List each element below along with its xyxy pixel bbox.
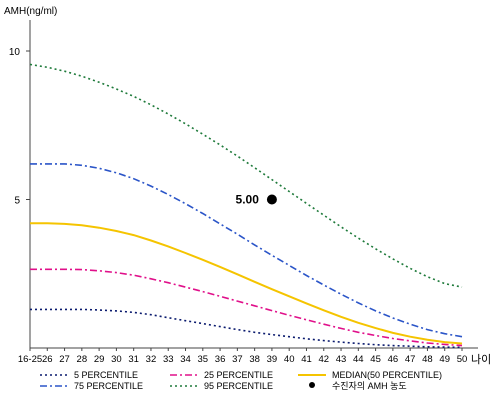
x-tick-label-30: 30 bbox=[111, 354, 122, 365]
x-tick-label-33: 33 bbox=[163, 354, 174, 365]
x-tick-label-42: 42 bbox=[318, 354, 329, 365]
y-axis-title: AMH(ng/ml) bbox=[4, 6, 57, 17]
x-tick-label-41: 41 bbox=[301, 354, 312, 365]
legend-label-1: 25 PERCENTILE bbox=[204, 370, 273, 380]
x-tick-label-31: 31 bbox=[128, 354, 139, 365]
series-line-0 bbox=[30, 308, 463, 349]
x-tick-label-47: 47 bbox=[405, 354, 416, 365]
x-tick-label-50: 50 bbox=[457, 354, 468, 365]
x-tick-label-26: 26 bbox=[42, 354, 53, 365]
series-line-2 bbox=[30, 222, 463, 345]
x-tick-label-48: 48 bbox=[422, 354, 433, 365]
x-tick-label-27: 27 bbox=[59, 354, 70, 365]
legend-label-2: MEDIAN(50 PERCENTILE) bbox=[332, 370, 442, 380]
x-tick-label-36: 36 bbox=[215, 354, 226, 365]
legend-label-5: 수진자의 AMH 농도 bbox=[332, 381, 407, 391]
patient-amh-label: 5.00 bbox=[236, 193, 260, 207]
x-tick-label-32: 32 bbox=[146, 354, 157, 365]
x-tick-label-39: 39 bbox=[267, 354, 278, 365]
x-tick-label-45: 45 bbox=[370, 354, 381, 365]
x-tick-label-43: 43 bbox=[336, 354, 347, 365]
legend-label-3: 75 PERCENTILE bbox=[74, 381, 143, 391]
x-tick-label-40: 40 bbox=[284, 354, 295, 365]
legend-swatch-5 bbox=[309, 382, 315, 388]
x-tick-label-46: 46 bbox=[388, 354, 399, 365]
patient-amh-point bbox=[266, 194, 277, 205]
x-tick-label-29: 29 bbox=[94, 354, 105, 365]
x-axis-title: 나이 bbox=[471, 353, 491, 366]
y-tick-label-5: 5 bbox=[14, 196, 20, 207]
x-tick-label-49: 49 bbox=[439, 354, 450, 365]
x-tick-label-16-25: 16-25 bbox=[18, 354, 42, 365]
x-tick-label-37: 37 bbox=[232, 354, 243, 365]
x-tick-label-38: 38 bbox=[249, 354, 260, 365]
x-tick-label-44: 44 bbox=[353, 354, 364, 365]
series-line-3 bbox=[30, 163, 463, 338]
x-tick-label-28: 28 bbox=[77, 354, 88, 365]
y-tick-label-10: 10 bbox=[9, 47, 21, 58]
legend-label-4: 95 PERCENTILE bbox=[204, 381, 273, 391]
x-tick-label-35: 35 bbox=[198, 354, 209, 365]
x-tick-label-34: 34 bbox=[180, 354, 191, 365]
series-line-4 bbox=[29, 63, 463, 288]
legend-label-0: 5 PERCENTILE bbox=[74, 370, 138, 380]
